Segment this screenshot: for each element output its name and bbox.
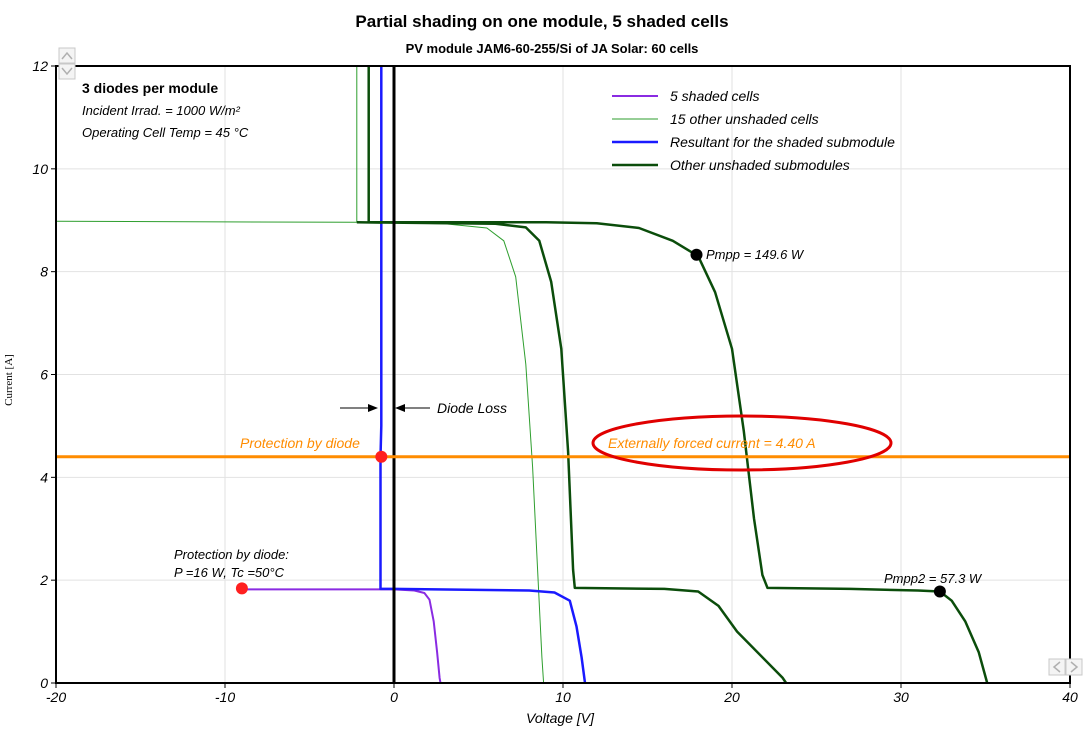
note-diodes: 3 diodes per module xyxy=(82,80,218,96)
y-tick-label: 10 xyxy=(32,161,48,177)
pmpp2-label: Pmpp2 = 57.3 W xyxy=(884,571,983,586)
chevron-left-icon xyxy=(1052,661,1061,673)
legend-item-resultant: Resultant for the shaded submodule xyxy=(670,134,895,150)
chevron-down-icon xyxy=(61,67,73,76)
protection-top-label: Protection by diode xyxy=(240,435,360,451)
protection-bottom-label-2: P =16 W, Tc =50°C xyxy=(174,565,285,580)
y-tick-label: 0 xyxy=(40,675,48,691)
diode-loss-annotation: Diode Loss xyxy=(340,400,507,416)
pmpp-label: Pmpp = 149.6 W xyxy=(706,247,805,262)
y-tick-label: 8 xyxy=(40,264,48,280)
legend-item-shaded: 5 shaded cells xyxy=(670,88,760,104)
scroll-left-button[interactable] xyxy=(1048,658,1066,676)
x-tick-label: 10 xyxy=(555,689,571,705)
chart-subtitle: PV module JAM6-60-255/Si of JA Solar: 60… xyxy=(406,41,699,56)
x-tick-label: -20 xyxy=(46,689,66,705)
y-axis-label: Current [A] xyxy=(3,354,15,406)
legend-item-unshaded-cells: 15 other unshaded cells xyxy=(670,111,819,127)
y-tick-label: 2 xyxy=(39,572,48,588)
marker-0 xyxy=(690,248,703,261)
y-axis: 0 2 4 6 8 10 12 xyxy=(32,58,56,691)
marker-3 xyxy=(375,450,388,463)
scroll-up-button[interactable] xyxy=(58,47,76,64)
scroll-up-control[interactable] xyxy=(58,47,76,80)
scroll-right-button[interactable] xyxy=(1065,658,1083,676)
legend-item-unshaded-submodules: Other unshaded submodules xyxy=(670,157,850,173)
y-tick-label: 12 xyxy=(32,58,48,74)
y-tick-label: 4 xyxy=(40,469,48,485)
x-axis-label: Voltage [V] xyxy=(526,710,595,726)
x-tick-label: 20 xyxy=(723,689,740,705)
marker-layer xyxy=(235,248,946,598)
diode-loss-arrowhead-right xyxy=(395,404,405,412)
protection-bottom-label-1: Protection by diode: xyxy=(174,547,289,562)
note-irradiance: Incident Irrad. = 1000 W/m² xyxy=(82,103,241,118)
series-line-2 xyxy=(379,66,587,684)
note-temperature: Operating Cell Temp = 45 °C xyxy=(82,125,249,140)
x-axis: -20 -10 0 10 20 30 40 xyxy=(46,683,1078,705)
highlight-ellipse xyxy=(591,414,893,472)
series-line-0 xyxy=(241,588,442,684)
series-line-4 xyxy=(367,66,989,684)
legend: 5 shaded cells 15 other unshaded cells R… xyxy=(612,88,895,173)
x-tick-label: 0 xyxy=(390,689,398,705)
y-tick-label: 6 xyxy=(40,367,48,383)
forced-current-label: Externally forced current = 4.40 A xyxy=(608,435,816,451)
chevron-up-icon xyxy=(61,51,73,60)
chevron-right-icon xyxy=(1070,661,1079,673)
scroll-down-button[interactable] xyxy=(58,63,76,80)
x-tick-label: -10 xyxy=(215,689,235,705)
scroll-horizontal-control[interactable] xyxy=(1048,658,1083,676)
x-tick-label: 40 xyxy=(1062,689,1078,705)
marker-2 xyxy=(235,582,248,595)
series-line-3 xyxy=(356,221,788,684)
diode-loss-arrowhead-left xyxy=(368,404,378,412)
diode-loss-label: Diode Loss xyxy=(437,400,507,416)
x-tick-label: 30 xyxy=(893,689,909,705)
chart-title: Partial shading on one module, 5 shaded … xyxy=(355,12,728,31)
series-layer xyxy=(55,65,1070,684)
marker-1 xyxy=(933,585,946,598)
